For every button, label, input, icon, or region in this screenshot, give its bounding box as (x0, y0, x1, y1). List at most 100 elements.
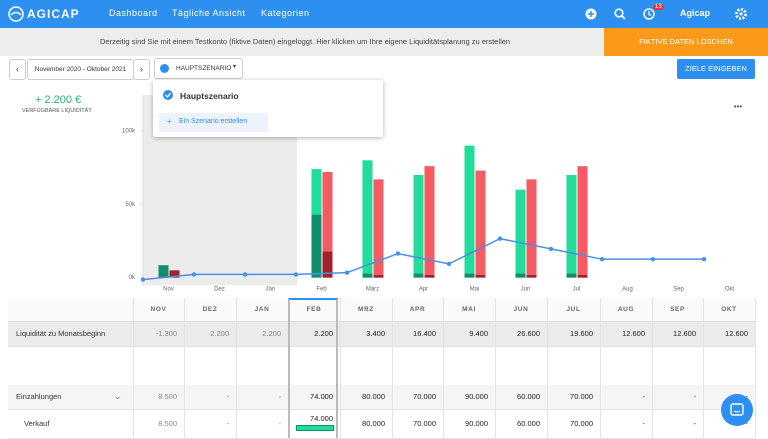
logo[interactable]: AGICAP (27, 7, 80, 21)
liquidity-point (140, 277, 146, 282)
set-goals-button[interactable]: ZIELE EINGEBEN (677, 59, 755, 79)
column-divider (600, 298, 601, 438)
prev-period[interactable]: ‹ (9, 59, 26, 80)
bar (373, 179, 384, 275)
bar (169, 270, 180, 278)
banner-text[interactable]: Derzeitig sind Sie mit einem Testkonto (… (100, 37, 511, 46)
nav-link[interactable]: Dashboard (109, 8, 158, 18)
column-header: AUG (617, 306, 635, 313)
cell-value: - (226, 392, 230, 401)
bar (362, 160, 373, 274)
next-period[interactable]: › (133, 59, 150, 80)
cell-value: 3.400 (366, 329, 385, 338)
bar (424, 274, 435, 278)
bar (362, 273, 373, 278)
liquidity-point (344, 270, 350, 275)
settings-button[interactable] (735, 8, 747, 20)
column-divider (495, 298, 496, 438)
y-tick-label: 0k (129, 275, 136, 281)
bar (322, 172, 333, 252)
bar (475, 274, 486, 278)
row-label[interactable]: Einzahlungen (16, 392, 62, 401)
bar (577, 274, 588, 278)
cell-value: 12.600 (622, 329, 645, 338)
liquidity-point (548, 246, 554, 252)
column-header: DEZ (202, 306, 218, 313)
bar (413, 273, 424, 278)
bar (322, 251, 333, 278)
add-button[interactable] (585, 8, 597, 20)
bar (464, 273, 475, 278)
cell-value: 9.400 (469, 329, 488, 338)
column-header: MRZ (358, 306, 374, 313)
account-name[interactable]: Agicap (680, 8, 711, 18)
plus-icon: + (167, 117, 172, 126)
cell-value: -1.300 (155, 329, 177, 338)
column-divider (443, 298, 444, 438)
column-header: JAN (254, 306, 270, 313)
cell-value: 80.000 (362, 392, 385, 401)
cell-value: 90.000 (465, 419, 488, 428)
scenario-selector[interactable]: HAUPTSZENARIO ▾ (154, 58, 243, 79)
x-tick-label: Mai (470, 287, 480, 293)
nav-link[interactable]: Tägliche Ansicht (172, 8, 246, 18)
scenario-option[interactable]: Hauptszenario (180, 91, 239, 101)
cell-value: 74.000 (310, 392, 333, 401)
x-tick-label: Apr (419, 287, 428, 293)
scenario-dot (160, 64, 169, 73)
column-divider (340, 298, 341, 438)
x-tick-label: Aug (622, 287, 633, 293)
column-header: APR (409, 306, 426, 313)
x-tick-label: Feb (316, 287, 327, 293)
x-tick-label: Sep (673, 287, 684, 293)
column-header: JUN (513, 306, 529, 313)
cell-value: 60.000 (517, 419, 540, 428)
x-tick-label: Jul (573, 287, 581, 293)
cell-value: 12.600 (725, 329, 748, 338)
cell-value: 70.000 (570, 392, 593, 401)
create-scenario-button[interactable]: + Ein Szenario erstellen (159, 113, 268, 132)
cell-value: 8.500 (158, 392, 177, 401)
table-row (8, 385, 755, 410)
cell-value: - (642, 419, 646, 428)
chevron[interactable]: ⌄ (114, 391, 122, 401)
liquidity-point (242, 272, 248, 277)
column-header: OKT (721, 306, 737, 313)
cell-value: 70.000 (413, 419, 436, 428)
row-label: Liquidität zu Monatsbeginn (16, 329, 106, 338)
x-tick-label: März (366, 287, 379, 293)
check-icon (163, 90, 173, 100)
column-divider (703, 298, 704, 438)
bar (464, 145, 475, 274)
cell-value: 12.600 (673, 329, 696, 338)
search-button[interactable] (614, 8, 626, 20)
period-selector[interactable]: November 2020 - Oktober 2021 (27, 59, 134, 80)
cell-value: 26.600 (517, 329, 540, 338)
notification-badge: 13 (653, 4, 664, 10)
create-scenario-label: Ein Szenario erstellen (179, 118, 248, 125)
cell-value: 70.000 (413, 392, 436, 401)
delete-demo-data-button[interactable]: FIKTIVE DATEN LÖSCHEN (604, 28, 768, 56)
cell-value: 8.500 (158, 419, 177, 428)
chat-button[interactable] (721, 394, 753, 426)
liquidity-point (497, 236, 503, 241)
x-tick-label: Okt (725, 287, 735, 293)
bar (311, 214, 322, 278)
available-liquidity-amount: + 2.200 € (35, 94, 82, 106)
liquidity-point (701, 256, 707, 262)
column-divider (652, 298, 653, 438)
cell-value: - (278, 419, 282, 428)
cashflow-table: NOV DEZ JAN FEB MRZ APR MAI JUN JUL AUG SEP OKT Liqu… (0, 298, 768, 439)
history-button[interactable] (643, 8, 655, 20)
nav-link[interactable]: Kategorien (261, 8, 310, 18)
bar (311, 169, 322, 215)
bar (515, 273, 526, 278)
header-row (8, 298, 755, 322)
cell-value: - (278, 392, 282, 401)
cell-value: 74.000 (310, 414, 333, 423)
table-row (8, 322, 755, 347)
chart-menu[interactable]: ••• (734, 102, 743, 111)
cell-value: 2.200 (210, 329, 229, 338)
